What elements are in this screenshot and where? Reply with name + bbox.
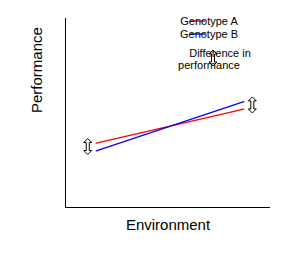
svg-text:Environment: Environment — [126, 216, 211, 233]
svg-text:Genotype B: Genotype B — [180, 28, 238, 40]
svg-text:Performance: Performance — [28, 27, 45, 113]
svg-text:Genotype A: Genotype A — [180, 15, 238, 27]
svg-text:Difference inperformance: Difference inperformance — [178, 47, 251, 71]
